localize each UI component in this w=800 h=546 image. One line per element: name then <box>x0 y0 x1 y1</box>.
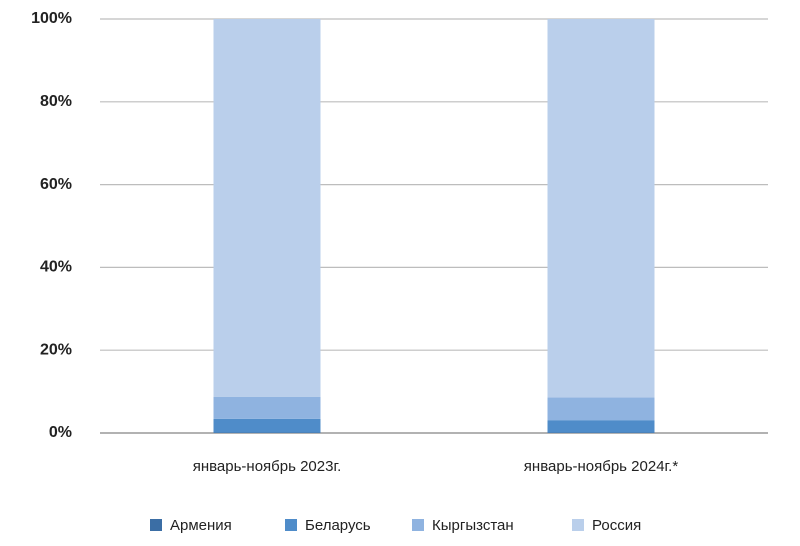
bar-segment <box>213 418 321 433</box>
x-tick-label: январь-ноябрь 2024г.* <box>524 458 679 475</box>
legend-label: Армения <box>170 517 232 534</box>
bar-segment <box>547 19 655 398</box>
legend-swatch <box>572 519 584 531</box>
bar-segment <box>213 396 321 419</box>
legend-swatch <box>285 519 297 531</box>
legend-label: Россия <box>592 517 641 534</box>
bar-segment <box>547 397 655 421</box>
y-tick-label: 80% <box>40 93 72 110</box>
y-tick-label: 100% <box>31 10 72 27</box>
legend-swatch <box>412 519 424 531</box>
bar-segment <box>213 19 321 397</box>
legend-swatch <box>150 519 162 531</box>
legend-label: Беларусь <box>305 517 371 534</box>
y-tick-label: 20% <box>40 341 72 358</box>
y-tick-label: 0% <box>49 424 72 441</box>
y-tick-label: 60% <box>40 176 72 193</box>
y-tick-label: 40% <box>40 259 72 276</box>
legend-label: Кыргызстан <box>432 517 514 534</box>
x-tick-label: январь-ноябрь 2023г. <box>193 458 342 475</box>
bar-segment <box>547 420 655 433</box>
